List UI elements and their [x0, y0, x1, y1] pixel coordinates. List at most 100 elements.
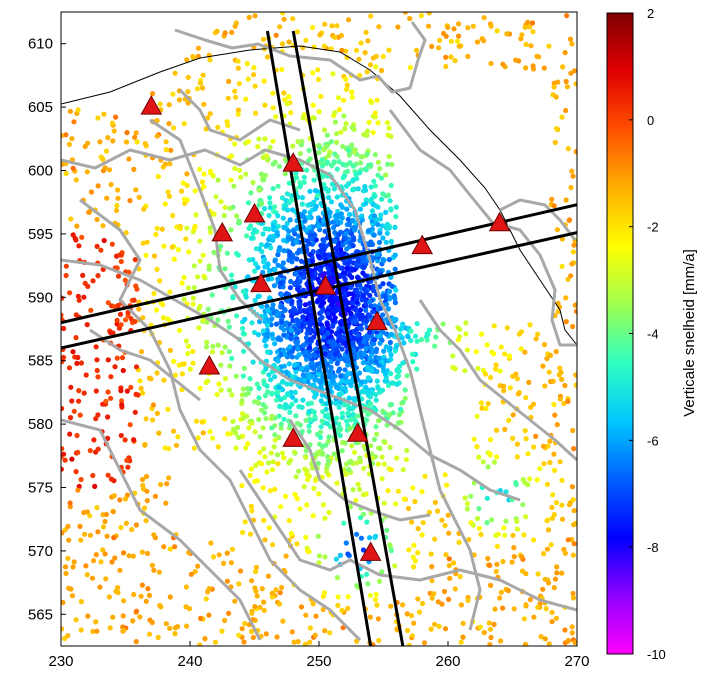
measurement-point — [284, 101, 290, 107]
station-triangle-marker — [346, 422, 369, 442]
measurement-point — [274, 229, 280, 235]
measurement-point — [551, 401, 557, 408]
measurement-point — [245, 200, 251, 206]
measurement-point — [67, 415, 74, 421]
measurement-point — [350, 411, 356, 417]
measurement-point — [173, 442, 180, 448]
measurement-point — [314, 431, 321, 437]
measurement-point — [85, 613, 91, 619]
x-tick-label: 270 — [564, 653, 589, 670]
measurement-point — [284, 220, 290, 227]
measurement-point — [549, 609, 555, 616]
measurement-point — [243, 171, 249, 177]
measurement-point — [466, 537, 472, 543]
measurement-point — [81, 509, 87, 516]
measurement-point — [252, 297, 258, 304]
measurement-point — [560, 64, 566, 70]
measurement-point — [321, 334, 327, 340]
measurement-point — [278, 319, 284, 325]
measurement-point — [359, 213, 365, 219]
measurement-point — [293, 413, 299, 419]
measurement-point — [71, 559, 77, 565]
measurement-point — [309, 360, 315, 366]
measurement-point — [324, 159, 331, 165]
measurement-point — [304, 167, 310, 173]
measurement-point — [93, 344, 99, 350]
measurement-point — [273, 32, 279, 38]
measurement-point — [554, 570, 560, 576]
measurement-point — [258, 242, 264, 248]
measurement-point — [335, 219, 341, 225]
measurement-point — [208, 540, 214, 546]
measurement-point — [367, 394, 373, 400]
measurement-point — [552, 412, 558, 418]
measurement-point — [527, 476, 533, 482]
measurement-point — [154, 118, 160, 124]
measurement-point — [351, 347, 357, 353]
measurement-point — [364, 571, 370, 577]
measurement-point — [302, 466, 308, 472]
measurement-point — [279, 195, 285, 201]
measurement-point — [450, 353, 456, 359]
measurement-point — [338, 211, 344, 217]
measurement-point — [325, 311, 331, 317]
measurement-point — [149, 417, 156, 423]
measurement-point — [252, 329, 258, 336]
measurement-point — [324, 465, 330, 472]
measurement-point — [570, 427, 576, 434]
measurement-point — [377, 166, 383, 172]
measurement-point — [123, 520, 129, 527]
measurement-point — [510, 435, 516, 441]
measurement-point — [349, 89, 355, 95]
measurement-point — [192, 569, 198, 575]
measurement-point — [307, 319, 313, 325]
measurement-point — [500, 558, 506, 565]
measurement-point — [484, 495, 490, 501]
measurement-point — [170, 91, 176, 97]
measurement-point — [246, 425, 252, 431]
measurement-point — [232, 598, 238, 604]
measurement-point — [368, 13, 374, 19]
measurement-point — [379, 454, 385, 460]
measurement-point — [276, 601, 283, 607]
measurement-point — [293, 397, 299, 404]
measurement-point — [282, 171, 288, 177]
measurement-point — [474, 515, 481, 522]
measurement-point — [293, 171, 299, 177]
y-tick-label: 605 — [28, 99, 53, 116]
measurement-point — [357, 455, 363, 461]
measurement-point — [551, 585, 557, 591]
measurement-point — [161, 243, 167, 249]
measurement-point — [370, 129, 376, 136]
measurement-point — [342, 367, 348, 373]
measurement-point — [553, 94, 559, 100]
station-triangle-marker — [282, 152, 305, 172]
station-triangle-marker — [488, 211, 511, 232]
measurement-point — [355, 186, 361, 192]
measurement-point — [456, 539, 462, 546]
station-markers-layer — [140, 95, 511, 561]
measurement-point — [131, 297, 137, 303]
measurement-point — [121, 627, 127, 633]
measurement-point — [549, 504, 555, 511]
measurement-point — [122, 317, 129, 323]
measurement-point — [219, 350, 225, 356]
measurement-point — [74, 223, 80, 229]
measurement-point — [375, 418, 381, 424]
measurement-point — [367, 355, 373, 361]
measurement-point — [347, 272, 353, 278]
measurement-point — [332, 119, 338, 125]
measurement-point — [184, 171, 190, 177]
measurement-point — [393, 287, 399, 293]
measurement-point — [334, 480, 340, 486]
measurement-point — [253, 564, 259, 571]
measurement-point — [171, 125, 177, 131]
measurement-point — [94, 357, 100, 363]
measurement-point — [331, 356, 337, 362]
measurement-point — [165, 189, 171, 195]
measurement-point — [332, 34, 338, 40]
measurement-point — [334, 331, 340, 337]
measurement-point — [138, 593, 144, 599]
measurement-point — [340, 414, 346, 420]
measurement-point — [411, 564, 417, 570]
